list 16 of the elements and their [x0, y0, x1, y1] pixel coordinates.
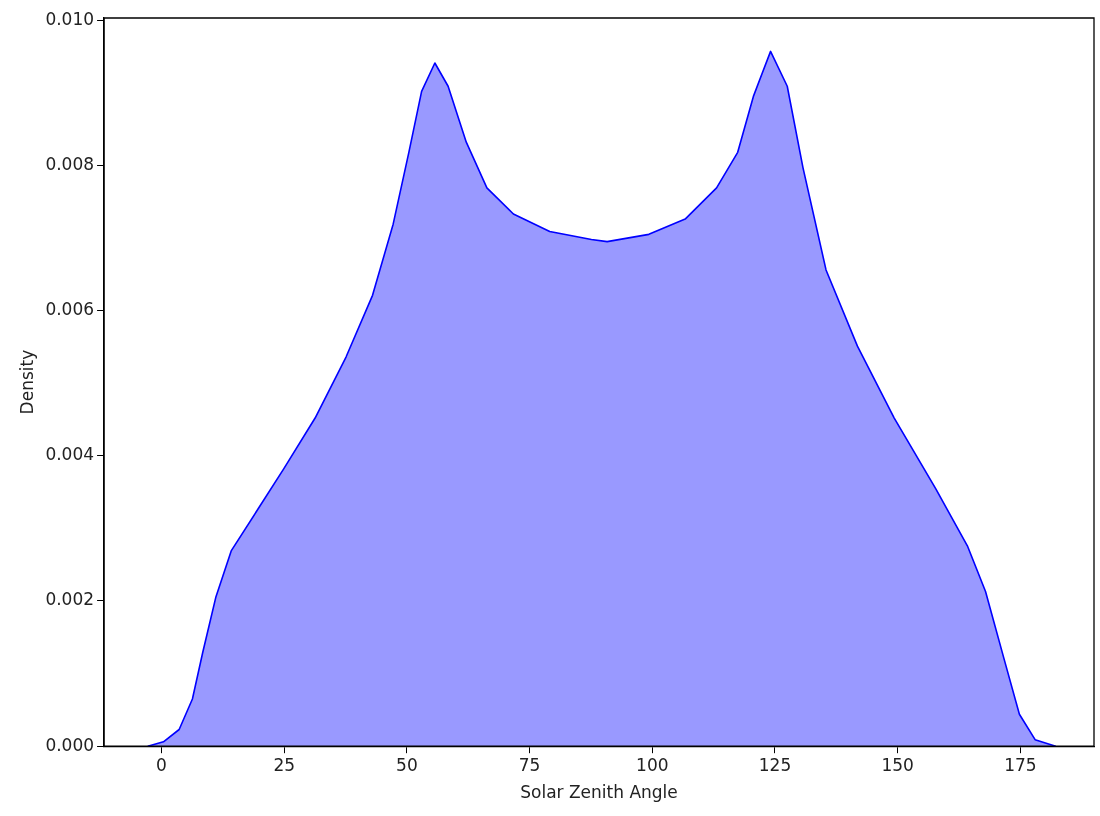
x-tick-label: 0 [156, 754, 167, 775]
x-tick-label: 75 [518, 754, 541, 775]
y-tick-label: 0.000 [45, 734, 95, 755]
x-tick-label: 25 [273, 754, 296, 775]
y-axis-title: Density [16, 349, 37, 415]
x-tick-label: 125 [758, 754, 792, 775]
x-tick-label: 100 [636, 754, 669, 775]
y-tick-label: 0.006 [45, 299, 95, 320]
y-tick-label: 0.008 [45, 153, 95, 174]
x-tick-label: 175 [1004, 754, 1037, 775]
x-tick-label: 50 [396, 754, 418, 775]
x-axis-title: Solar Zenith Angle [520, 782, 678, 803]
y-tick-label: 0.004 [45, 444, 95, 465]
y-tick-label: 0.002 [45, 589, 95, 610]
y-tick-label: 0.010 [45, 8, 95, 29]
x-tick-label: 150 [881, 754, 914, 775]
